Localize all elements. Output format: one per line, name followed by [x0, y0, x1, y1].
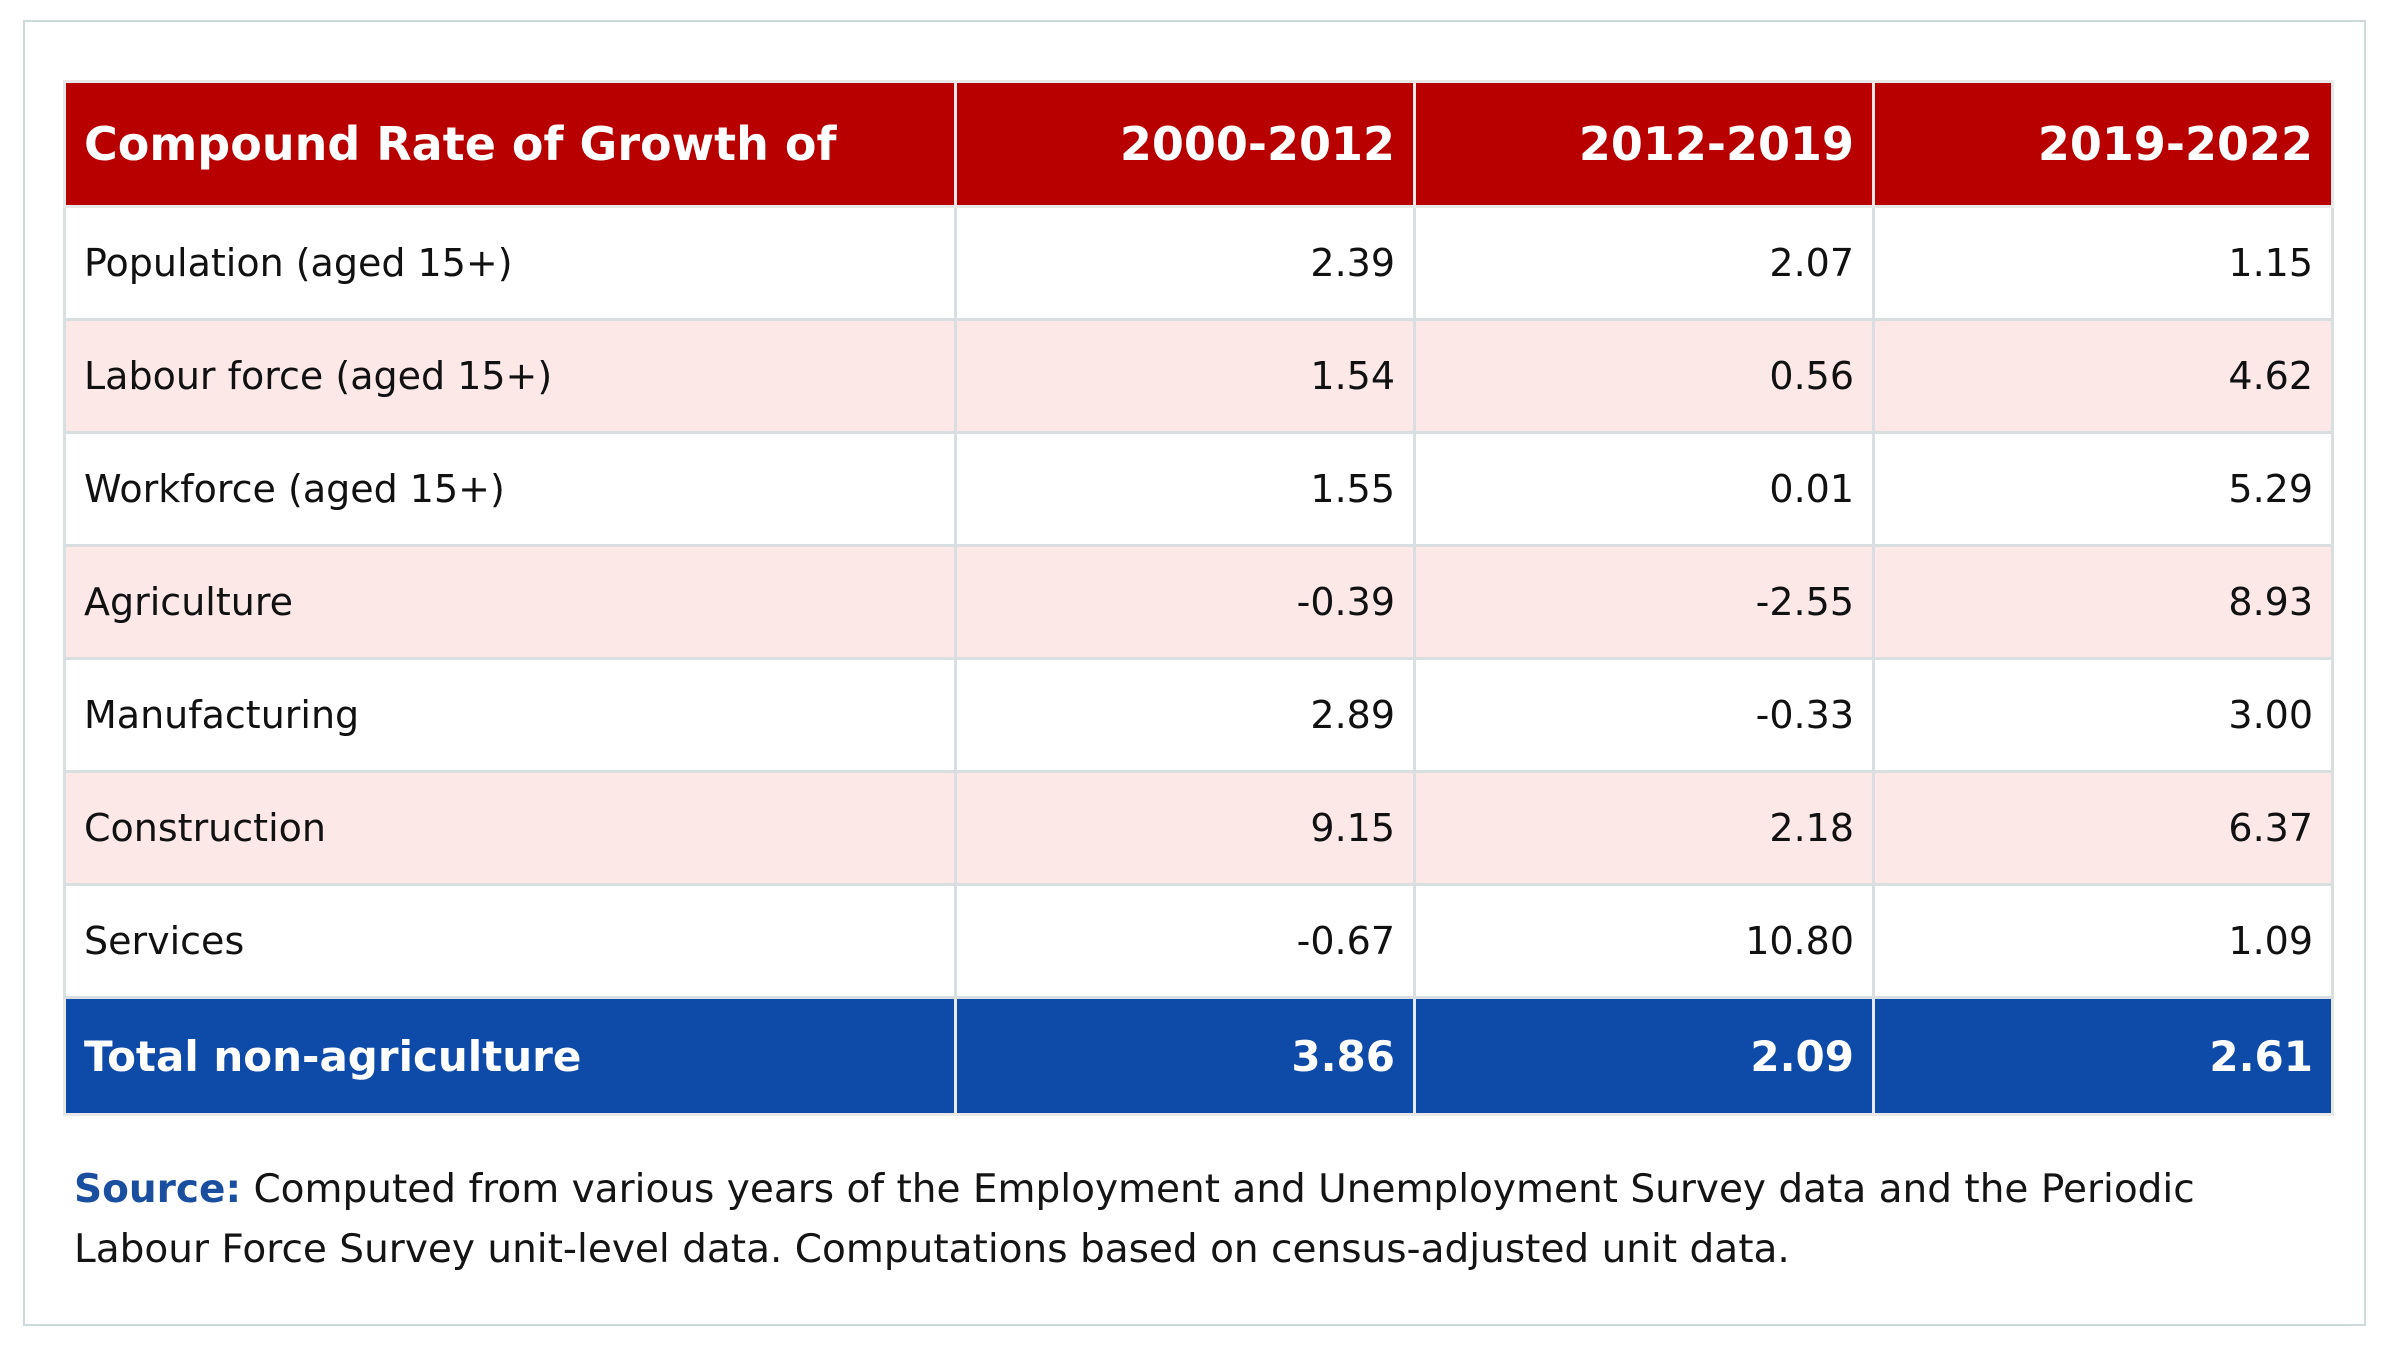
table-row: Manufacturing 2.89 -0.33 3.00 — [63, 657, 2334, 773]
total-row: Total non-agriculture 3.86 2.09 2.61 — [63, 996, 2334, 1116]
row-label: Population (aged 15+) — [63, 205, 957, 321]
row-value: 1.54 — [954, 318, 1416, 434]
table-row: Labour force (aged 15+) 1.54 0.56 4.62 — [63, 318, 2334, 434]
row-label: Labour force (aged 15+) — [63, 318, 957, 434]
row-value: 2.18 — [1413, 770, 1875, 886]
row-value: 2.89 — [954, 657, 1416, 773]
row-label: Construction — [63, 770, 957, 886]
row-value: 4.62 — [1872, 318, 2334, 434]
growth-rate-table: Compound Rate of Growth of 2000-2012 201… — [63, 80, 2334, 1116]
header-period-2012-2019: 2012-2019 — [1413, 80, 1875, 208]
row-value: -0.39 — [954, 544, 1416, 660]
source-note: Source: Computed from various years of t… — [74, 1160, 2334, 1280]
source-text: Computed from various years of the Emplo… — [74, 1167, 2195, 1272]
row-value: 8.93 — [1872, 544, 2334, 660]
row-value: 2.07 — [1413, 205, 1875, 321]
row-label: Services — [63, 883, 957, 999]
total-value: 2.61 — [1872, 996, 2334, 1116]
row-value: 5.29 — [1872, 431, 2334, 547]
row-label: Manufacturing — [63, 657, 957, 773]
row-value: 1.55 — [954, 431, 1416, 547]
row-value: -0.67 — [954, 883, 1416, 999]
row-value: 9.15 — [954, 770, 1416, 886]
header-period-2000-2012: 2000-2012 — [954, 80, 1416, 208]
row-value: 1.15 — [1872, 205, 2334, 321]
header-label: Compound Rate of Growth of — [63, 80, 957, 208]
table-row: Population (aged 15+) 2.39 2.07 1.15 — [63, 205, 2334, 321]
table-row: Construction 9.15 2.18 6.37 — [63, 770, 2334, 886]
row-label: Workforce (aged 15+) — [63, 431, 957, 547]
row-value: 3.00 — [1872, 657, 2334, 773]
row-value: 0.56 — [1413, 318, 1875, 434]
total-label: Total non-agriculture — [63, 996, 957, 1116]
header-period-2019-2022: 2019-2022 — [1872, 80, 2334, 208]
table-row: Services -0.67 10.80 1.09 — [63, 883, 2334, 999]
row-value: 6.37 — [1872, 770, 2334, 886]
source-label: Source: — [74, 1167, 242, 1212]
row-value: -0.33 — [1413, 657, 1875, 773]
row-value: 1.09 — [1872, 883, 2334, 999]
table-row: Agriculture -0.39 -2.55 8.93 — [63, 544, 2334, 660]
row-value: 0.01 — [1413, 431, 1875, 547]
row-value: -2.55 — [1413, 544, 1875, 660]
table-header-row: Compound Rate of Growth of 2000-2012 201… — [63, 80, 2334, 208]
row-label: Agriculture — [63, 544, 957, 660]
row-value: 2.39 — [954, 205, 1416, 321]
table-row: Workforce (aged 15+) 1.55 0.01 5.29 — [63, 431, 2334, 547]
row-value: 10.80 — [1413, 883, 1875, 999]
total-value: 2.09 — [1413, 996, 1875, 1116]
total-value: 3.86 — [954, 996, 1416, 1116]
